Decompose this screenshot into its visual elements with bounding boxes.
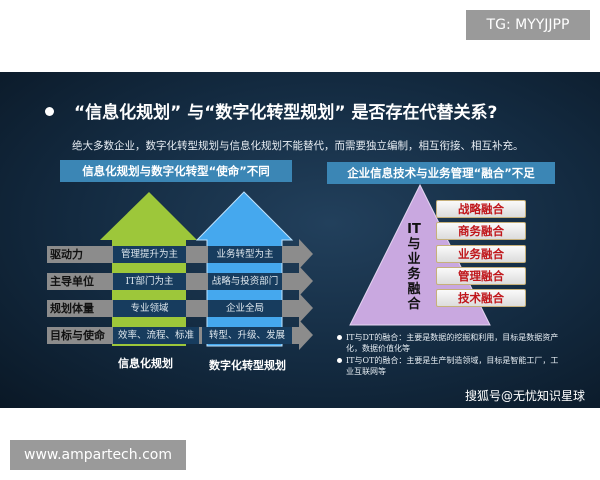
green-up-arrow: [100, 192, 197, 346]
left-header: 信息化规划与数字化转型“使命”不同: [60, 160, 292, 182]
bullet-icon: [45, 107, 54, 116]
digital-cell: 业务转型为主: [208, 246, 282, 263]
slide-title: “信息化规划” 与“数字化转型规划” 是否存在代替关系?: [74, 103, 498, 123]
fusion-item: 技术融合: [436, 289, 526, 308]
bullet-ot: IT与OT的融合：主要是生产制造领域，目标是智能工厂，工业互联网等: [337, 355, 566, 377]
fusion-item: 商务融合: [436, 222, 526, 241]
right-header: 企业信息技术与业务管理“融合”不足: [327, 162, 555, 184]
row-label: 规划体量: [50, 302, 94, 315]
pyramid-char: IT: [407, 222, 421, 237]
pyramid-char: 务: [407, 267, 421, 282]
slide: “信息化规划” 与“数字化转型规划” 是否存在代替关系? 绝大多数企业，数字化转…: [0, 72, 600, 408]
bullet-dt: IT与DT的融合：主要是数据的挖掘和利用，目标是数据资产化，数据价值化等: [337, 332, 566, 354]
row-label: 驱动力: [50, 248, 83, 261]
pyramid-char: 业: [407, 252, 421, 267]
fusion-item: 业务融合: [436, 244, 526, 263]
row-label: 目标与使命: [50, 329, 105, 342]
arrows-graphic: [100, 191, 294, 347]
fusion-item: 管理融合: [436, 266, 526, 285]
arrow-right-icon: [299, 266, 313, 296]
arrow-right-icon: [299, 293, 313, 323]
watermark: 搜狐号@无忧知识星球: [465, 389, 586, 403]
pyramid-char: 合: [407, 297, 421, 312]
info-cell: 专业领域: [113, 300, 186, 317]
row-label: 主导单位: [50, 275, 94, 288]
tg-badge: TG: MYYJJPP: [466, 10, 590, 40]
digital-cell: 企业全局: [208, 300, 282, 317]
info-cell: 管理提升为主: [113, 246, 186, 263]
info-cell: 效率、流程、标准: [113, 327, 199, 344]
col-label-digital: 数字化转型规划: [209, 359, 286, 372]
digital-cell: 战略与投资部门: [208, 273, 282, 290]
slide-subtitle: 绝大多数企业，数字化转型规划与信息化规划不能替代，而需要独立编制，相互衔接、相互…: [72, 140, 524, 152]
blue-up-arrow: [195, 191, 294, 347]
info-cell: IT部门为主: [113, 273, 186, 290]
col-label-info: 信息化规划: [118, 357, 173, 370]
pyramid-char: 融: [407, 282, 421, 297]
pyramid-char: 与: [407, 237, 421, 252]
arrow-right-icon: [299, 320, 313, 350]
fusion-item: 战略融合: [436, 200, 526, 218]
arrow-right-icon: [299, 239, 313, 269]
digital-cell: 转型、升级、发展: [202, 327, 292, 344]
site-badge: www.ampartech.com: [10, 440, 186, 470]
